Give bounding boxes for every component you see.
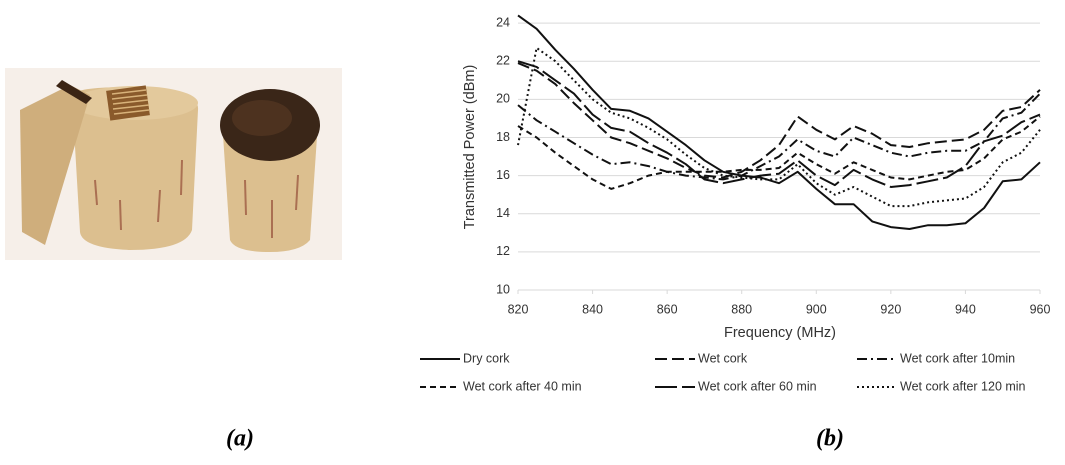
x-axis-title: Frequency (MHz) [724,325,836,341]
legend-label: Wet cork after 10min [900,351,1015,365]
y-tick-label: 18 [496,130,510,144]
legend-label: Wet cork after 40 min [463,379,582,393]
y-axis-title: Transmitted Power (dBm) [462,65,478,230]
legend-item: Wet cork after 10min [857,351,1015,365]
caption: (b) [816,426,844,452]
x-tick-label: 880 [731,302,752,316]
x-tick-label: 820 [508,302,529,316]
legend-item: Wet cork [655,351,748,365]
y-tick-label: 10 [496,282,510,296]
y-tick-label: 20 [496,92,510,106]
series-line [518,117,1040,189]
legend-item: Wet cork after 60 min [655,379,817,393]
legend-label: Wet cork after 60 min [698,379,817,393]
y-tick-label: 16 [496,168,510,182]
legend-item: Dry cork [420,351,510,365]
legend-label: Dry cork [463,351,510,365]
x-tick-label: 900 [806,302,827,316]
y-tick-label: 22 [496,53,510,67]
x-tick-label: 960 [1030,302,1051,316]
legend-label: Wet cork after 120 min [900,379,1026,393]
legend-item: Wet cork after 40 min [420,379,582,393]
y-tick-label: 24 [496,15,510,29]
figure: (a) (b) Frequency (MHz) Transmitted Powe… [0,0,1065,465]
x-tick-label: 940 [955,302,976,316]
legend-item: Wet cork after 120 min [857,379,1026,393]
series-line [518,15,1040,229]
y-tick-label: 12 [496,244,510,258]
cork-photo [5,68,342,260]
series-line [518,94,1040,180]
series-line [518,63,1040,177]
x-tick-label: 860 [657,302,678,316]
caption: (a) [226,426,254,452]
x-tick-label: 920 [880,302,901,316]
y-tick-label: 14 [496,206,510,220]
x-tick-label: 840 [582,302,603,316]
legend-label: Wet cork [698,351,748,365]
